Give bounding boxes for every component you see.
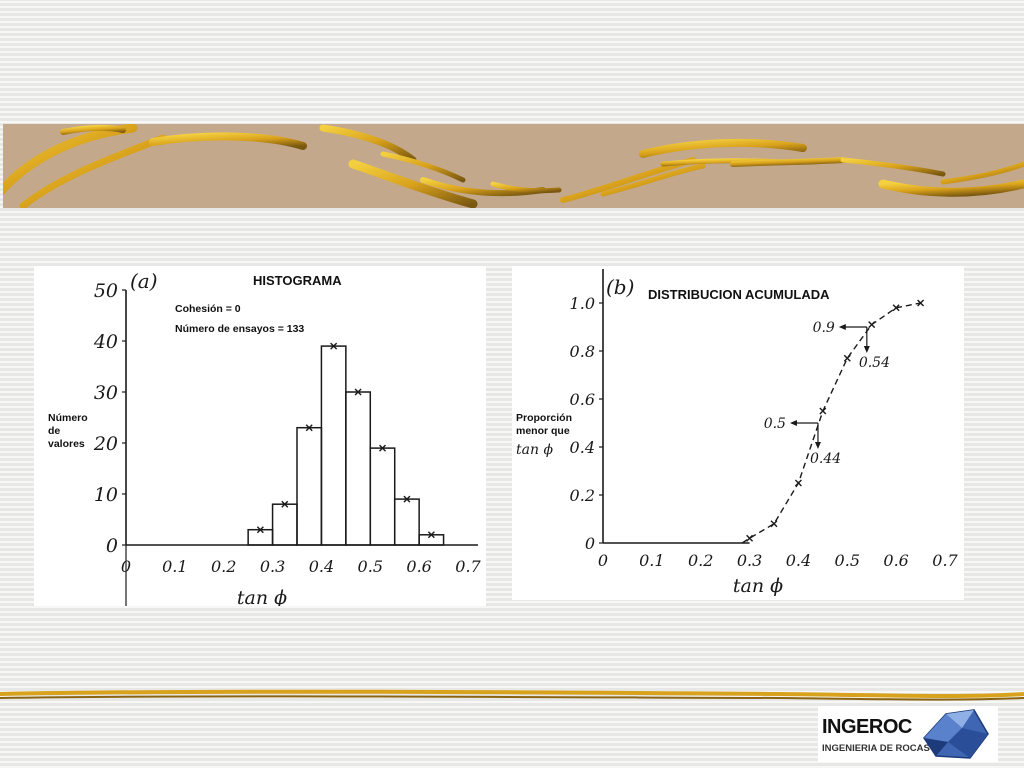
histogram-bar xyxy=(320,345,347,546)
bar-top-marker xyxy=(281,500,289,508)
cumulative-chart: (b) DISTRIBUCION ACUMULADA Proporción me… xyxy=(516,269,959,597)
annotation-y-label: 0.5 xyxy=(764,416,786,432)
x-tick-label: 0.4 xyxy=(309,557,334,576)
x-tick-label: 0.2 xyxy=(211,557,236,576)
annotation-arrow-down xyxy=(863,346,870,353)
x-tick-label: 0.6 xyxy=(883,551,908,570)
x-tick-label: 0.3 xyxy=(737,551,762,570)
bar-top-marker xyxy=(330,342,338,350)
y-tick-label: 30 xyxy=(94,382,118,404)
annotation-x-label: 0.54 xyxy=(859,355,890,371)
y-axis-label-line-2: menor que xyxy=(516,425,570,437)
y-tick-label: 20 xyxy=(93,433,118,455)
curve-point-marker xyxy=(794,479,802,487)
y-tick-label: 0 xyxy=(106,535,118,557)
x-tick-label: 0.3 xyxy=(260,557,285,576)
histogram-bar xyxy=(271,503,298,546)
histogram-bar xyxy=(393,498,420,546)
x-tick-label: 0.7 xyxy=(932,551,958,570)
histogram-bar xyxy=(418,534,445,546)
bar-top-marker xyxy=(305,424,313,432)
x-tick-label: 0.4 xyxy=(786,551,811,570)
curve-point-marker xyxy=(746,534,754,542)
histogram-chart: (a) HISTOGRAMA Cohesión = 0 Número de en… xyxy=(48,269,482,606)
x-tick-label: 0.5 xyxy=(835,551,860,570)
logo-name: INGEROC xyxy=(822,716,912,738)
x-tick-label: 0.7 xyxy=(455,557,481,576)
annotation-arrow-left xyxy=(838,324,846,330)
rock-crystal-icon xyxy=(923,709,989,759)
x-tick-label: 0.1 xyxy=(639,551,664,570)
y-axis-label-line-1: Número xyxy=(48,412,88,424)
x-tick-label: 0 xyxy=(121,557,131,576)
bar-top-marker xyxy=(256,526,264,534)
x-tick-label: 0.6 xyxy=(406,557,431,576)
cumulative-panel: (b) DISTRIBUCION ACUMULADA Proporción me… xyxy=(512,266,964,600)
bar-top-marker xyxy=(379,444,386,452)
decorative-bottom-rule xyxy=(0,689,1024,701)
annotation-arrow-left xyxy=(789,420,797,426)
curve-point-marker xyxy=(892,304,900,312)
y-axis-label-line-2: de xyxy=(48,425,60,437)
decorative-banner xyxy=(3,124,1024,208)
annotation-x-label: 0.44 xyxy=(810,451,841,467)
curve-point-marker xyxy=(917,299,925,307)
y-tick-label: 0.6 xyxy=(570,390,595,409)
x-tick-label: 0.1 xyxy=(162,557,187,576)
histogram-bar xyxy=(369,447,396,546)
panel-label-a: (a) xyxy=(130,269,158,293)
tests-count-annotation: Número de ensayos = 133 xyxy=(175,323,304,335)
y-tick-label: 0.8 xyxy=(570,342,595,361)
company-logo: INGEROC INGENIERIA DE ROCAS xyxy=(818,706,998,762)
histogram-bar xyxy=(345,391,372,546)
x-tick-label: 0.5 xyxy=(358,557,383,576)
histogram-bar xyxy=(247,528,274,546)
curve-point-marker xyxy=(868,321,876,329)
cumulative-title: DISTRIBUCION ACUMULADA xyxy=(648,287,830,302)
annotation-arrow-down xyxy=(814,442,821,449)
y-tick-label: 0.4 xyxy=(570,438,595,457)
y-tick-label: 0.2 xyxy=(570,486,595,505)
y-tick-label: 10 xyxy=(94,484,118,506)
x-tick-label: 0 xyxy=(598,551,608,570)
logo-subtitle: INGENIERIA DE ROCAS xyxy=(822,743,930,754)
y-tick-label: 50 xyxy=(94,280,118,302)
cohesion-annotation: Cohesión = 0 xyxy=(175,303,241,315)
y-axis-label-line-3: tan ϕ xyxy=(516,442,553,458)
panel-label-b: (b) xyxy=(606,275,634,299)
cumulative-plot-area: 0 0.2 0.4 0.6 0.8 1.0 0 0.1 0.2 0.3 0.4 0.5 0.6 0.7 0.… xyxy=(570,269,959,570)
histogram-bar xyxy=(296,426,323,546)
x-axis-label: tan ϕ xyxy=(733,575,783,597)
y-axis-label-line-1: Proporción xyxy=(516,412,572,424)
bar-top-marker xyxy=(403,495,411,503)
bar-top-marker xyxy=(354,388,362,396)
curve-point-marker xyxy=(819,407,827,415)
histogram-panel: (a) HISTOGRAMA Cohesión = 0 Número de en… xyxy=(34,266,486,606)
curve-point-marker xyxy=(770,520,778,528)
x-tick-label: 0.2 xyxy=(688,551,713,570)
curve-point-marker xyxy=(843,354,851,362)
histogram-title: HISTOGRAMA xyxy=(253,273,342,288)
histogram-plot-area: 0 10 20 30 40 50 0 0.1 0.2 0.3 0.4 0.5 0.6 0.7 xyxy=(93,280,482,606)
x-axis-label: tan ϕ xyxy=(237,587,287,606)
y-axis-label-line-3: valores xyxy=(48,438,85,450)
bar-top-marker xyxy=(427,531,435,539)
annotation-y-label: 0.9 xyxy=(813,320,835,336)
y-tick-label: 0 xyxy=(585,534,595,553)
y-tick-label: 40 xyxy=(93,331,118,353)
y-tick-label: 1.0 xyxy=(570,294,595,313)
